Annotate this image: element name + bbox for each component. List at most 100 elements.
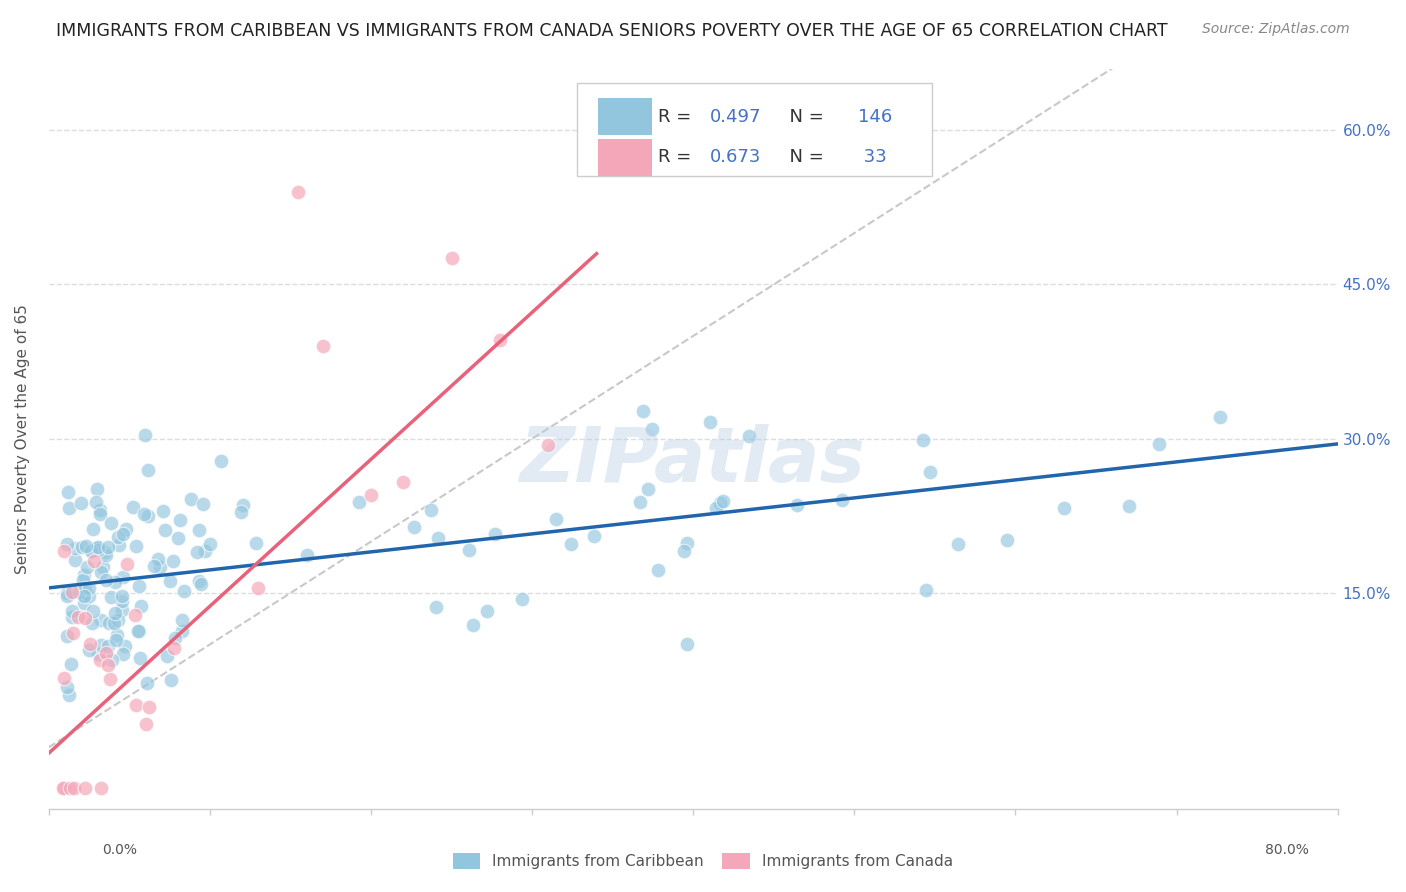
Point bbox=[114, 640, 136, 654]
Point bbox=[1118, 500, 1140, 514]
Point bbox=[711, 493, 734, 508]
Point bbox=[111, 593, 134, 607]
Point bbox=[60, 609, 83, 624]
Text: 80.0%: 80.0% bbox=[1264, 843, 1309, 857]
Point bbox=[911, 434, 934, 448]
Point bbox=[63, 781, 86, 796]
Point bbox=[70, 496, 93, 510]
Point bbox=[73, 587, 96, 601]
Point bbox=[134, 507, 156, 521]
Legend: Immigrants from Caribbean, Immigrants from Canada: Immigrants from Caribbean, Immigrants fr… bbox=[447, 847, 959, 875]
Point bbox=[124, 698, 146, 713]
Point bbox=[148, 560, 170, 574]
Point bbox=[98, 615, 121, 630]
Text: 33: 33 bbox=[858, 148, 887, 167]
Point bbox=[194, 544, 217, 558]
Point bbox=[190, 577, 212, 591]
Point bbox=[1147, 436, 1170, 450]
Point bbox=[56, 589, 79, 603]
Point bbox=[70, 540, 93, 554]
Point bbox=[121, 500, 143, 514]
Point bbox=[83, 554, 105, 568]
Point bbox=[173, 583, 195, 598]
Point bbox=[628, 495, 651, 509]
Text: 0.673: 0.673 bbox=[710, 148, 761, 167]
Point bbox=[463, 617, 485, 632]
Point bbox=[172, 624, 194, 638]
Point bbox=[135, 675, 157, 690]
Point bbox=[73, 781, 96, 796]
Point bbox=[786, 498, 808, 512]
Point bbox=[80, 544, 103, 558]
Point bbox=[107, 614, 129, 628]
Point bbox=[402, 519, 425, 533]
Point bbox=[97, 657, 120, 672]
Point bbox=[73, 596, 96, 610]
Point bbox=[103, 616, 125, 631]
FancyBboxPatch shape bbox=[598, 139, 652, 176]
Point bbox=[84, 495, 107, 509]
Point bbox=[134, 428, 156, 442]
Point bbox=[73, 567, 96, 582]
Point bbox=[128, 579, 150, 593]
Point bbox=[537, 438, 560, 452]
Point bbox=[187, 574, 209, 589]
Point bbox=[128, 624, 150, 639]
Point bbox=[76, 560, 98, 574]
Point bbox=[89, 508, 111, 522]
Point bbox=[209, 454, 232, 468]
Point bbox=[427, 531, 450, 545]
Point bbox=[67, 585, 90, 599]
Point bbox=[66, 610, 89, 624]
Point bbox=[73, 611, 96, 625]
Point bbox=[73, 581, 96, 595]
Point bbox=[56, 629, 79, 643]
Text: 0.0%: 0.0% bbox=[103, 843, 136, 857]
Point bbox=[117, 557, 139, 571]
Point bbox=[89, 653, 111, 667]
Point bbox=[111, 603, 134, 617]
Point bbox=[419, 503, 441, 517]
Point bbox=[995, 533, 1018, 548]
Point bbox=[475, 604, 498, 618]
Point bbox=[704, 500, 727, 515]
Point bbox=[489, 333, 512, 347]
Point bbox=[631, 404, 654, 418]
Point bbox=[162, 554, 184, 568]
Point bbox=[82, 604, 104, 618]
Point bbox=[163, 641, 186, 656]
Point bbox=[104, 574, 127, 589]
Point bbox=[546, 511, 568, 525]
Point bbox=[97, 541, 120, 555]
Point bbox=[96, 548, 118, 562]
Point bbox=[675, 536, 697, 550]
Point bbox=[107, 530, 129, 544]
Text: IMMIGRANTS FROM CARIBBEAN VS IMMIGRANTS FROM CANADA SENIORS POVERTY OVER THE AGE: IMMIGRANTS FROM CARIBBEAN VS IMMIGRANTS … bbox=[56, 22, 1168, 40]
Point bbox=[111, 570, 134, 584]
Point bbox=[58, 689, 80, 703]
Point bbox=[56, 485, 79, 500]
Point bbox=[738, 429, 761, 443]
Point bbox=[94, 646, 117, 660]
Point bbox=[87, 540, 110, 554]
Point bbox=[918, 465, 941, 479]
Point bbox=[86, 541, 108, 556]
Point bbox=[831, 493, 853, 508]
Point bbox=[77, 643, 100, 657]
Point bbox=[104, 632, 127, 647]
Point bbox=[148, 551, 170, 566]
Text: Source: ZipAtlas.com: Source: ZipAtlas.com bbox=[1202, 22, 1350, 37]
Point bbox=[169, 513, 191, 527]
Point bbox=[641, 422, 664, 436]
Point bbox=[77, 581, 100, 595]
Point bbox=[60, 604, 83, 618]
Point bbox=[80, 616, 103, 631]
Point bbox=[198, 537, 221, 551]
Point bbox=[94, 544, 117, 558]
Text: ZIPatlas: ZIPatlas bbox=[520, 424, 866, 498]
Point bbox=[52, 781, 75, 796]
Point bbox=[90, 639, 112, 653]
Point bbox=[311, 339, 333, 353]
Point bbox=[90, 781, 112, 796]
Point bbox=[136, 462, 159, 476]
